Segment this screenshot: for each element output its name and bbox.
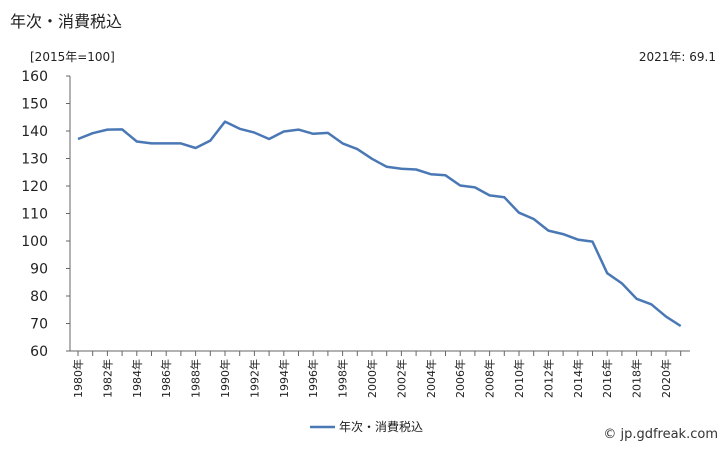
- x-tick-label: 1998年: [336, 359, 350, 398]
- axes: [69, 76, 690, 352]
- x-tick-label: 1984年: [130, 359, 144, 398]
- x-tick-label: 2018年: [630, 359, 644, 398]
- x-tick-label: 2000年: [365, 359, 379, 398]
- x-tick-label: 1992年: [247, 359, 261, 398]
- y-axis-ticks: 60 70 80 90 100 110 120 130 140 150 160: [21, 69, 70, 360]
- legend-label: 年次・消費税込: [339, 419, 423, 434]
- y-tick-label: 150: [21, 97, 48, 113]
- unit-label: [2015年=100]: [30, 50, 115, 64]
- x-tick-label: 2012年: [541, 359, 555, 398]
- y-tick-label: 80: [30, 289, 48, 305]
- series-line: [77, 120, 682, 328]
- y-tick-label: 160: [21, 69, 48, 85]
- x-tick-label: 2014年: [571, 359, 585, 398]
- y-tick-label: 90: [30, 262, 48, 278]
- x-tick-label: 1990年: [218, 359, 232, 398]
- y-tick-label: 110: [21, 207, 48, 223]
- x-tick-label: 2016年: [600, 359, 614, 398]
- plot-area: [77, 120, 682, 328]
- x-tick-label: 2002年: [394, 359, 408, 398]
- x-tick-label: 2006年: [453, 359, 467, 398]
- watermark: © jp.gdfreak.com: [603, 427, 718, 442]
- x-tick-label: 1986年: [159, 359, 173, 398]
- x-tick-label: 2010年: [512, 359, 526, 398]
- y-tick-label: 70: [30, 317, 48, 333]
- chart-title: 年次・消費税込: [10, 12, 123, 31]
- x-tick-label: 2020年: [659, 359, 673, 398]
- y-tick-label: 140: [21, 124, 48, 140]
- x-tick-label: 2008年: [483, 359, 497, 398]
- x-tick-label: 1980年: [71, 359, 85, 398]
- latest-value-label: 2021年: 69.1: [638, 50, 716, 64]
- y-tick-label: 60: [30, 344, 48, 360]
- x-tick-label: 1988年: [189, 359, 203, 398]
- y-tick-label: 120: [21, 179, 48, 195]
- x-tick-label: 1994年: [277, 359, 291, 398]
- legend: 年次・消費税込: [310, 419, 423, 434]
- y-tick-label: 100: [21, 234, 48, 250]
- y-tick-label: 130: [21, 152, 48, 168]
- x-tick-label: 1996年: [306, 359, 320, 398]
- x-tick-label: 1982年: [100, 359, 114, 398]
- x-tick-label: 2004年: [424, 359, 438, 398]
- x-axis-ticks: 1980年 1982年 1984年 1986年 1988年 1990年 1992年 1994年…: [71, 351, 682, 398]
